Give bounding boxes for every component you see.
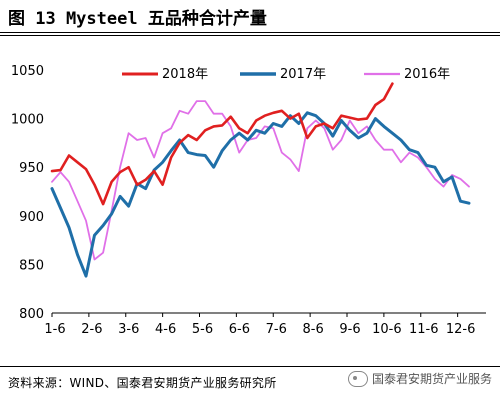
series-line-2018 [50, 82, 394, 206]
series-line-2017 [50, 111, 471, 278]
source-note: 资料来源：WIND、国泰君安期货产业服务研究所 [8, 376, 277, 390]
x-tick-label: 6-6 [229, 322, 250, 337]
figure-title-bar: 图 13 Mysteel 五品种合计产量 ↵ [0, 0, 500, 34]
x-tick-label: 3-6 [118, 322, 139, 337]
x-tick-label: 7-6 [266, 322, 287, 337]
x-tick-label: 10-6 [372, 322, 402, 337]
legend-label-2017: 2017年 [280, 67, 326, 82]
legend-label-2016: 2016年 [404, 67, 450, 82]
y-tick-label: 950 [19, 161, 44, 176]
legend-label-2018: 2018年 [162, 67, 208, 82]
x-tick-label: 11-6 [409, 322, 439, 337]
watermark-text: 国泰君安期货产业服务 [371, 372, 492, 386]
x-tick-label: 12-6 [446, 322, 476, 337]
title-rule-upper [0, 32, 500, 33]
x-tick-label: 9-6 [339, 322, 360, 337]
watermark: 国泰君安期货产业服务 [347, 370, 492, 387]
x-tick-label: 8-6 [303, 322, 324, 337]
x-tick-label: 4-6 [155, 322, 176, 337]
return-mark-icon: ↵ [252, 6, 263, 20]
y-tick-label: 1050 [11, 64, 44, 79]
x-tick-label: 5-6 [192, 322, 213, 337]
title-rule-lower [0, 35, 500, 36]
x-tick-label: 2-6 [81, 322, 102, 337]
source-rule [0, 366, 500, 367]
y-tick-label: 850 [19, 258, 44, 273]
y-tick-label: 1000 [11, 113, 44, 128]
x-tick-label: 1-6 [44, 322, 65, 337]
y-tick-label: 800 [19, 307, 44, 322]
y-tick-label: 900 [19, 210, 44, 225]
figure-title: 图 13 Mysteel 五品种合计产量 [8, 9, 267, 29]
wechat-logo-icon [347, 370, 368, 387]
